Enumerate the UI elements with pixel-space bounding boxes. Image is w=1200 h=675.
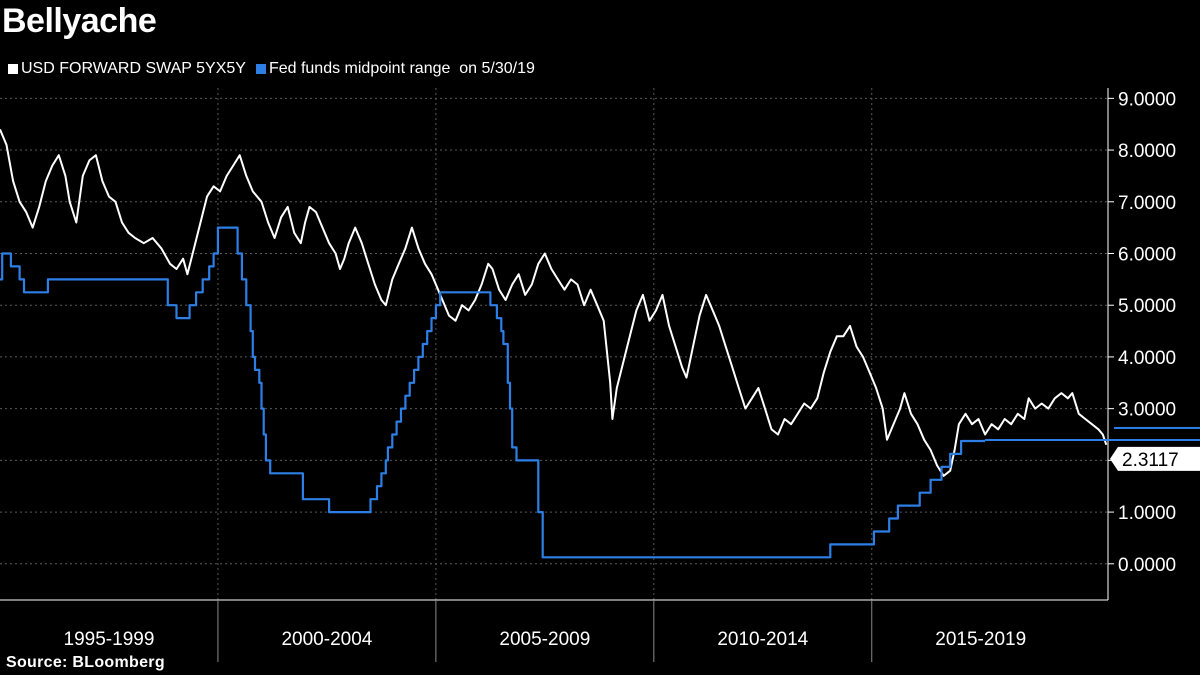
legend: USD FORWARD SWAP 5YX5Y Fed funds midpoin… [8, 60, 535, 78]
x-ticks: 1995-1999 2000-2004 2005-2009 2010-2014 2015… [64, 629, 1027, 650]
legend-item-fed: Fed funds midpoint range on 5/30/19 [255, 60, 535, 78]
legend-label-swap: USD FORWARD SWAP 5YX5Y [21, 60, 246, 77]
gridlines [0, 88, 1108, 600]
y-tick-label: 0.0000 [1118, 555, 1176, 576]
y-tick-label: 8.0000 [1118, 141, 1176, 162]
legend-item-swap: USD FORWARD SWAP 5YX5Y [8, 60, 246, 78]
axes [0, 88, 1114, 662]
x-tick-label: 2015-2019 [935, 629, 1026, 650]
x-tick-label: 1995-1999 [64, 629, 155, 650]
y-tick-label: 4.0000 [1118, 348, 1176, 369]
chart-title: Bellyache [2, 2, 157, 40]
series-line-fed-funds [0, 226, 986, 559]
y-tick-label: 5.0000 [1118, 296, 1176, 317]
x-tick-label: 2010-2014 [717, 629, 808, 650]
y-tick-label: 7.0000 [1118, 193, 1176, 214]
x-tick-label: 2005-2009 [499, 629, 590, 650]
legend-swatch-blue [255, 64, 266, 74]
fed-last-tag [1114, 426, 1200, 429]
legend-swatch-white [8, 64, 18, 74]
series-layer [0, 129, 1108, 559]
y-ticks: 9.0000 8.0000 7.0000 6.0000 5.0000 4.0000 3.00… [1118, 89, 1176, 575]
y-tick-label: 9.0000 [1118, 89, 1176, 110]
y-tick-label: 6.0000 [1118, 244, 1176, 265]
y-tick-label: 3.0000 [1118, 400, 1176, 421]
legend-label-fed: Fed funds midpoint range on 5/30/19 [268, 60, 535, 77]
last-value-label: 2.3117 [1122, 450, 1179, 471]
x-tick-label: 2000-2004 [281, 629, 372, 650]
series-line-swap [0, 129, 1108, 477]
last-value-tag: 2.3117 [985, 426, 1200, 471]
last-value-box [1110, 446, 1200, 471]
source-note: Source: BLoomberg [6, 654, 165, 671]
y-tick-label: 1.0000 [1118, 503, 1176, 524]
